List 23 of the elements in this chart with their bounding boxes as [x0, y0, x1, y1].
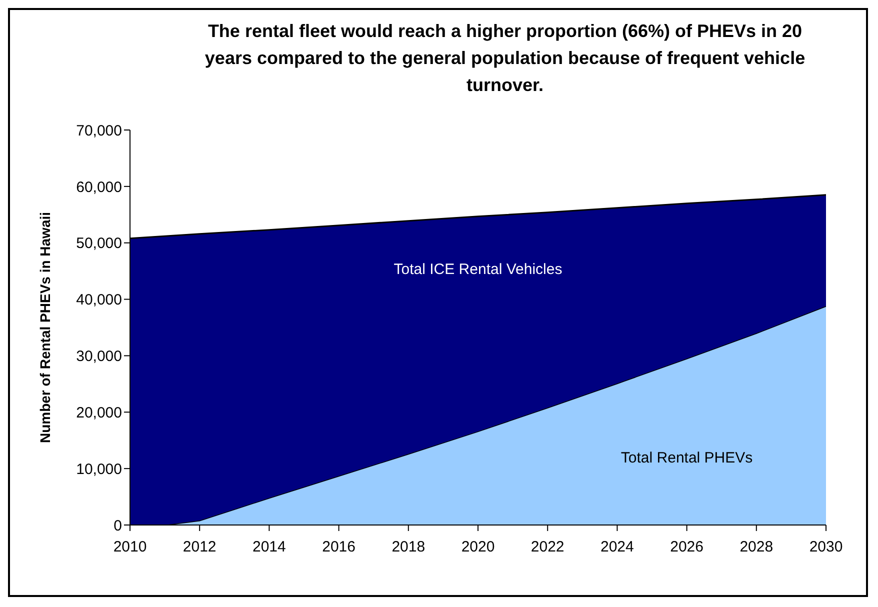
x-tick-label: 2024 [600, 538, 634, 556]
y-tick-label: 50,000 [76, 235, 122, 252]
y-tick-label: 30,000 [76, 348, 122, 366]
y-tick-label: 60,000 [76, 178, 122, 196]
y-axis-title: Number of Rental PHEVs in Hawaii [36, 212, 53, 444]
x-tick-label: 2030 [809, 538, 843, 556]
y-tick-label: 20,000 [76, 404, 122, 422]
chart-title: The rental fleet would reach a higher proportion (66%) of PHEVs in 20 years compared to the general population because of frequent vehicle turnover. [204, 20, 806, 97]
y-tick-label: 10,000 [76, 460, 122, 478]
x-tick-label: 2020 [461, 538, 495, 556]
x-tick-label: 2022 [530, 538, 564, 556]
y-tick-label: 70,000 [76, 122, 122, 140]
x-tick-label: 2016 [322, 538, 356, 556]
x-tick-label: 2010 [113, 538, 147, 556]
series-label: Total ICE Rental Vehicles [394, 261, 562, 278]
x-tick-label: 2012 [182, 538, 216, 556]
y-tick-label: 0 [114, 517, 122, 534]
y-tick-label: 40,000 [76, 292, 122, 309]
x-tick-label: 2028 [740, 538, 774, 556]
x-tick-label: 2014 [252, 538, 286, 556]
x-tick-label: 2026 [670, 538, 704, 556]
series-label: Total Rental PHEVs [620, 449, 753, 466]
x-tick-label: 2018 [392, 538, 426, 556]
